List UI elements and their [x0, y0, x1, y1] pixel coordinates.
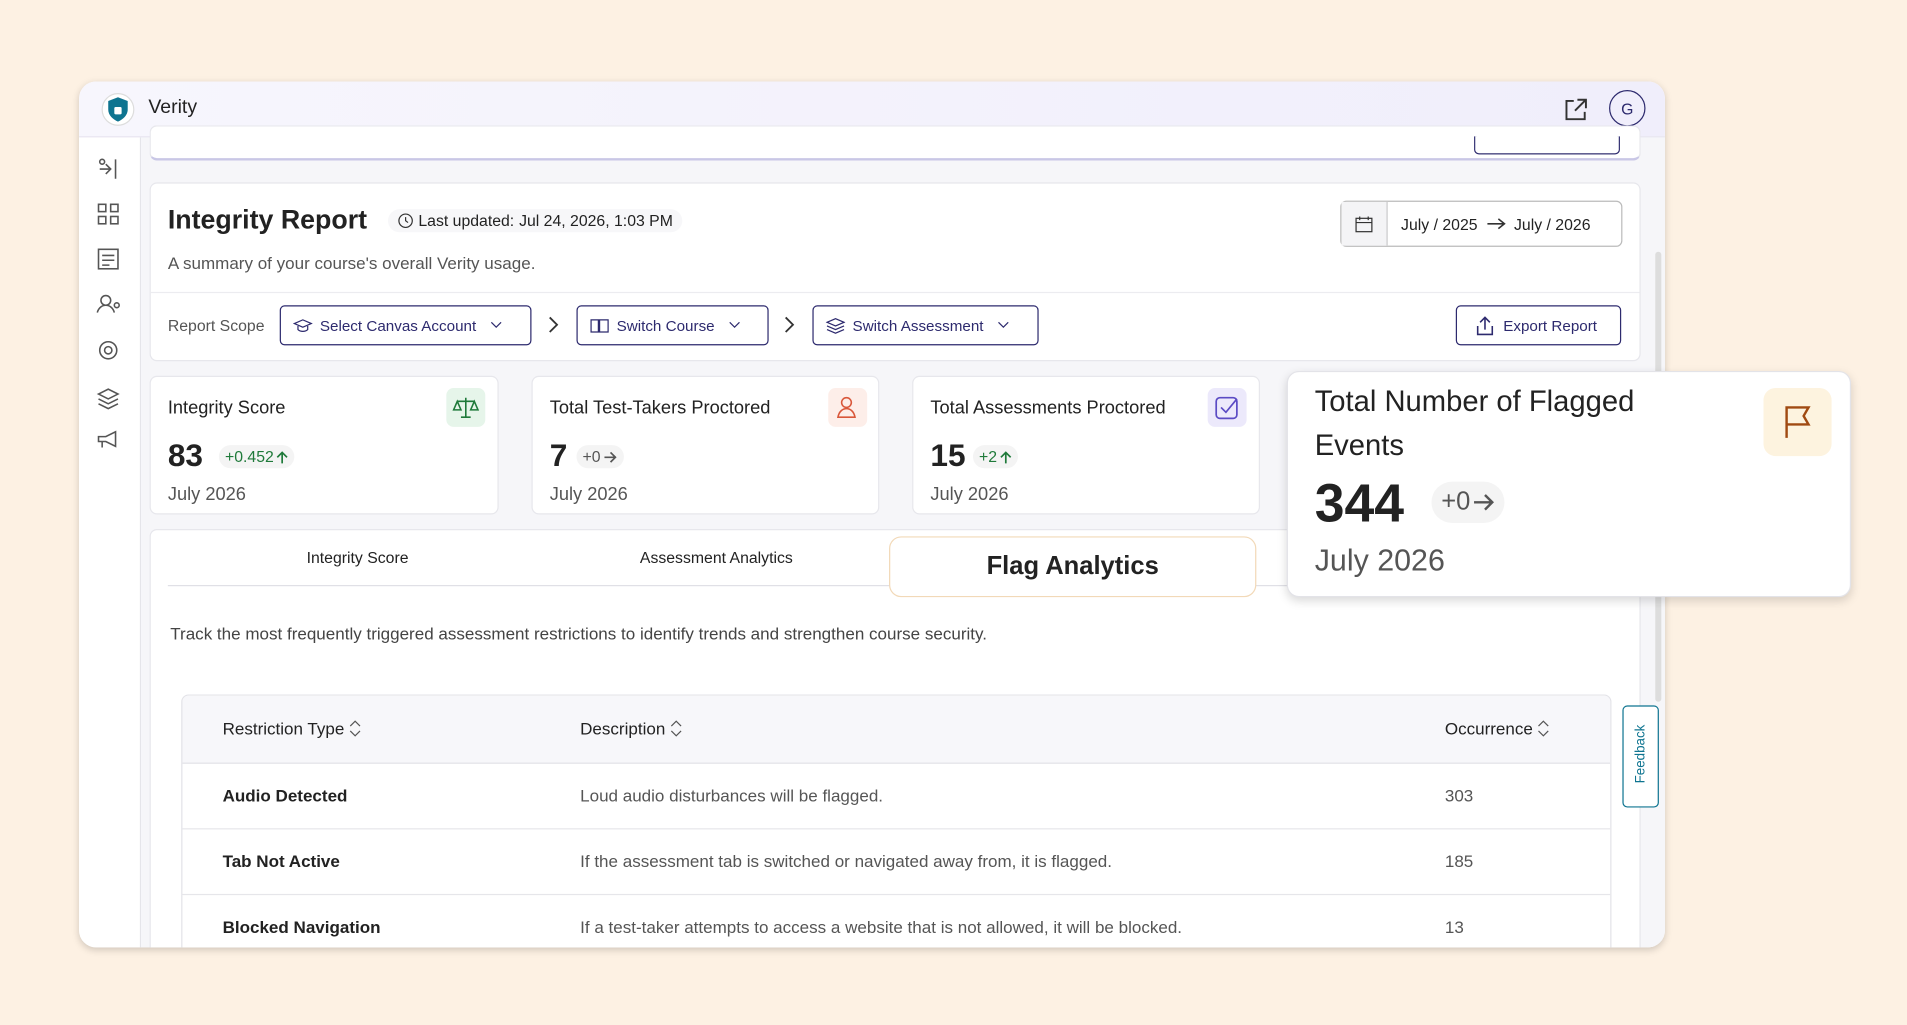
- scope-button[interactable]: Switch Course: [576, 305, 769, 346]
- stat-icon: [1763, 387, 1832, 457]
- scope-button[interactable]: Select Canvas Account: [279, 305, 532, 346]
- column-text: Occurrence: [1444, 718, 1533, 739]
- column-text: Restriction Type: [222, 718, 345, 739]
- export-button[interactable]: Export Report: [1455, 305, 1622, 346]
- tab-active[interactable]: Flag Analytics: [889, 536, 1257, 598]
- tab[interactable]: Assessment Analytics: [639, 548, 793, 567]
- stat-card: Total Test-Takers Proctored 7 +0 July 20…: [531, 375, 880, 515]
- stat-card: Total Assessments Proctored 15 +2 July 2…: [912, 375, 1260, 515]
- feedback-text: Feedback: [1633, 724, 1648, 784]
- row-divider: [182, 828, 1611, 830]
- report-card: Integrity Report Last updated: Jul 24, 2…: [149, 182, 1641, 362]
- chevron: [549, 316, 559, 333]
- clipped-button[interactable]: [1474, 136, 1620, 155]
- chevron: [785, 316, 795, 333]
- cell: Audio Detected: [222, 785, 348, 806]
- scope-text: Switch Assessment: [852, 316, 984, 334]
- calendar-icon: [1341, 201, 1388, 246]
- stat-change: +0: [1431, 481, 1505, 523]
- last-updated-value: Jul 24, 2026, 1:03 PM: [519, 211, 673, 230]
- cell: 13: [1444, 917, 1464, 937]
- logo: [101, 93, 135, 126]
- clock-icon: [398, 213, 413, 229]
- stat-icon: [1207, 387, 1247, 427]
- clipped-card: [149, 125, 1641, 161]
- stat-change: +0: [576, 445, 624, 469]
- column-text: Description: [580, 718, 666, 739]
- stat-title: Total Assessments Proctored: [930, 397, 1166, 419]
- arrow: [1487, 218, 1506, 230]
- open-external-icon[interactable]: [1563, 96, 1590, 123]
- sidebar: [79, 137, 142, 948]
- last-updated-label: Last updated:: [418, 211, 515, 230]
- stat-value: 344: [1314, 474, 1405, 534]
- column-header[interactable]: Restriction Type: [223, 719, 362, 738]
- stat-title: Integrity Score: [167, 397, 286, 419]
- stat-value: 83: [167, 436, 204, 474]
- stat-change-text: +0: [582, 447, 601, 466]
- cell: If the assessment tab is switched or nav…: [580, 851, 1113, 871]
- stat-title: Total Test-Takers Proctored: [549, 397, 771, 419]
- cell: Tab Not Active: [222, 851, 340, 871]
- date-to: July / 2026: [1514, 214, 1591, 233]
- report-subtitle: A summary of your course's overall Verit…: [167, 252, 536, 273]
- app-name: Verity: [148, 97, 198, 118]
- report-title: Integrity Report: [167, 204, 368, 235]
- tab[interactable]: Integrity Score: [306, 548, 409, 567]
- cell: 185: [1444, 851, 1474, 871]
- stat-period: July 2026: [930, 484, 1009, 505]
- column-header[interactable]: Occurrence: [1445, 719, 1550, 738]
- scope-label: Report Scope: [167, 316, 265, 335]
- stat-title: Total Number of Flagged Events: [1314, 385, 1635, 463]
- divider: [150, 291, 1640, 294]
- last-updated: Last updated: Jul 24, 2026, 1:03 PM: [387, 209, 683, 233]
- sidebar-icons[interactable]: [79, 137, 140, 502]
- stat-icon: [828, 387, 868, 427]
- stat-period: July 2026: [1314, 543, 1445, 578]
- stat-value: 7: [549, 436, 568, 474]
- table-header: [182, 695, 1611, 764]
- export-text: Export Report: [1503, 316, 1598, 334]
- scope-text: Switch Course: [616, 316, 715, 334]
- stat-change-text: +0: [1441, 487, 1471, 516]
- stat-icon: [446, 387, 486, 427]
- stat-change-text: +2: [979, 447, 998, 466]
- column-header[interactable]: Description: [580, 719, 682, 738]
- cell: 303: [1444, 785, 1474, 806]
- cell: If a test-taker attempts to access a web…: [580, 917, 1183, 937]
- stat-change: +0.452: [218, 445, 295, 469]
- stat-value: 15: [930, 436, 966, 474]
- stat-period: July 2026: [549, 484, 628, 505]
- row-divider: [182, 893, 1611, 896]
- cell: Blocked Navigation: [222, 917, 381, 937]
- tabs-panel: Integrity Score Assessment Analytics Tra…: [149, 529, 1641, 948]
- stat-card: Integrity Score 83 +0.452 July 2026: [149, 375, 499, 515]
- stat-change-text: +0.452: [224, 447, 274, 466]
- feedback-tab[interactable]: Feedback: [1622, 705, 1659, 808]
- date-from: July / 2025: [1401, 214, 1478, 233]
- scope-button[interactable]: Switch Assessment: [812, 305, 1039, 346]
- stat-change: +2: [972, 445, 1018, 469]
- table: Restriction Type Description Occurrence …: [181, 694, 1612, 948]
- tab-description: Track the most frequently triggered asse…: [170, 623, 987, 644]
- flagged-card: Total Number of Flagged Events 344 +0 Ju…: [1286, 370, 1852, 598]
- scope-text: Select Canvas Account: [319, 316, 477, 334]
- date-range[interactable]: July / 2025 July / 2026: [1340, 200, 1623, 247]
- stat-period: July 2026: [167, 484, 246, 505]
- cell: Loud audio disturbances will be flagged.: [580, 785, 884, 806]
- avatar[interactable]: G: [1609, 89, 1646, 127]
